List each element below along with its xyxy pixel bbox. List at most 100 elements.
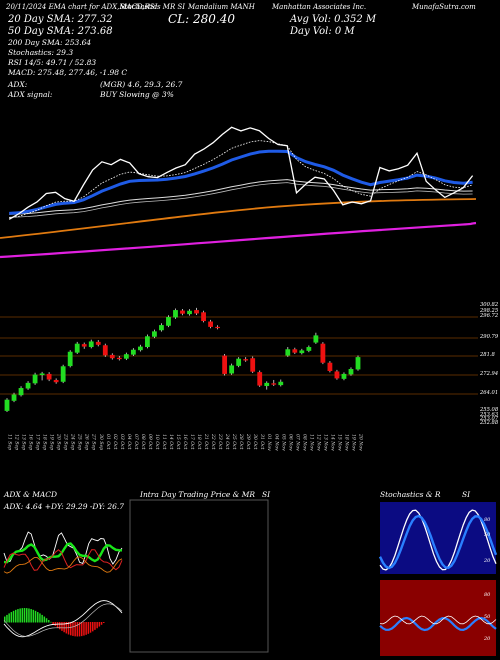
- adx-white-line: [3, 531, 123, 565]
- macd-bar: [39, 613, 41, 623]
- adx-panel-values: ADX: 4.64 +DY: 29.29 -DY: 26.7: [4, 502, 125, 511]
- date-tick-label: 13 Sep: [21, 434, 27, 450]
- rsi-label: RSI 14/5: 49.71 / 52.83: [8, 58, 97, 67]
- candle-body: [320, 343, 326, 363]
- macd-bar: [83, 622, 85, 636]
- macd-signal-line: [3, 603, 123, 637]
- date-tick-label: 04 Nov: [273, 434, 279, 451]
- candle-body: [250, 358, 256, 372]
- date-tick-label: 20 Nov: [358, 433, 364, 451]
- macd-bar: [19, 608, 21, 623]
- date-tick-label: 25 Sep: [77, 433, 83, 450]
- price-tick-label: 272.94: [479, 371, 498, 377]
- macd-bar: [85, 622, 87, 635]
- ema-50-line: [9, 179, 473, 215]
- date-tick-label: 19 Sep: [49, 434, 55, 450]
- date-tick-label: 29 Oct: [245, 433, 251, 450]
- candle-body: [201, 312, 206, 322]
- header-line-d: Manhattan Associates Inc.: [272, 3, 367, 11]
- candle-body: [116, 357, 122, 360]
- date-tick-label: 12 Nov: [315, 434, 321, 451]
- macd-bar: [6, 614, 8, 623]
- candles: [4, 307, 361, 412]
- macd-bar: [56, 622, 59, 628]
- date-tick-label: 10 Oct: [154, 434, 160, 450]
- candle-body: [348, 368, 354, 375]
- candle-body: [208, 321, 213, 327]
- macd-bar: [4, 616, 6, 623]
- ema-50b-line: [9, 182, 473, 218]
- candle-body: [257, 372, 263, 386]
- candle-body: [264, 382, 270, 387]
- candle-body: [159, 325, 164, 331]
- price-tick-label: 252.88: [479, 420, 499, 426]
- candle-body: [355, 357, 361, 370]
- candle-body: [278, 381, 284, 386]
- date-tick-label: 15 Nov: [336, 434, 342, 451]
- macd-bar: [43, 616, 46, 623]
- macd-bar: [15, 609, 17, 623]
- price-tick-label: 281.8: [479, 352, 496, 358]
- date-tick-label: 28 Oct: [238, 433, 244, 450]
- ema-20-line: [9, 149, 473, 215]
- adx-signal-value: BUY Slowing @ 3%: [100, 90, 174, 99]
- date-tick-label: 24 Oct: [224, 433, 230, 450]
- macd-bar: [32, 609, 35, 623]
- date-tick-label: 20 Sep: [56, 433, 62, 450]
- macd-bar: [48, 620, 50, 623]
- macd-bar: [72, 622, 74, 636]
- price-tick-label: 253.07: [479, 416, 499, 422]
- macd-bar: [92, 622, 94, 632]
- candle-body: [285, 349, 291, 356]
- date-tick-label: 11 Oct: [161, 434, 167, 450]
- candle-body: [95, 341, 101, 345]
- date-axis: 11 Sep 12 Sep 13 Sep 16 Sep 17 Sep 18 Sep 19 S…: [7, 433, 364, 451]
- macd-bar: [94, 622, 96, 630]
- candle-body: [292, 349, 298, 353]
- date-tick-label: 11 Sep: [7, 434, 13, 450]
- candle-body: [102, 345, 108, 356]
- stoch-tick-20: 20: [484, 558, 491, 564]
- ema-10-line: [9, 140, 473, 219]
- adx-value: (MGR) 4.6, 29.3, 26.7: [100, 80, 183, 89]
- macd-bar: [50, 621, 52, 623]
- candle-body: [32, 374, 38, 384]
- adx-macd-panel: [3, 531, 123, 638]
- rsi-tick-20: 20: [484, 636, 491, 642]
- stoch-d-line: [378, 514, 498, 570]
- candle-body: [173, 310, 178, 318]
- header-line: 20/11/2024 EMA chart for ADX,MACD,RSI: [6, 3, 158, 11]
- price-tick-label: 264.01: [479, 390, 498, 396]
- date-tick-label: 01 Nov: [266, 434, 272, 451]
- macd-bar: [8, 613, 10, 623]
- candle-body: [25, 382, 31, 389]
- candle-body: [67, 351, 73, 367]
- date-tick-label: 03 Oct: [119, 434, 125, 450]
- candle-body: [81, 344, 87, 347]
- price-line: [8, 126, 474, 220]
- macd-bar: [81, 622, 83, 637]
- macd-bar: [37, 612, 39, 623]
- date-tick-label: 08 Oct: [140, 434, 146, 450]
- price-tick-label: 298.25: [479, 308, 498, 314]
- macd-histogram: [4, 608, 105, 637]
- candle-body: [130, 349, 136, 355]
- candle-body: [11, 394, 17, 401]
- macd-label: MACD: 275.48, 277.46, -1.98 C: [8, 68, 128, 77]
- intraday-panel-si: SI: [262, 490, 271, 499]
- candle-body: [39, 373, 45, 376]
- candle-body: [243, 359, 249, 361]
- date-tick-label: 18 Sep: [42, 434, 48, 450]
- macd-bar: [17, 609, 19, 623]
- header-line-b: Stochastics MR SI: [120, 3, 186, 11]
- intraday-panel-title: Intra Day Trading Price & MR: [140, 490, 256, 499]
- candle-body: [152, 331, 157, 337]
- date-tick-label: 23 Oct: [217, 433, 223, 450]
- stoch-panel-si: SI: [462, 490, 471, 499]
- candle-body: [334, 371, 340, 379]
- price-tick-label: 253.63: [479, 412, 499, 418]
- candle-body: [299, 350, 305, 354]
- stoch-k-line: [379, 509, 497, 571]
- candle-body: [74, 343, 80, 353]
